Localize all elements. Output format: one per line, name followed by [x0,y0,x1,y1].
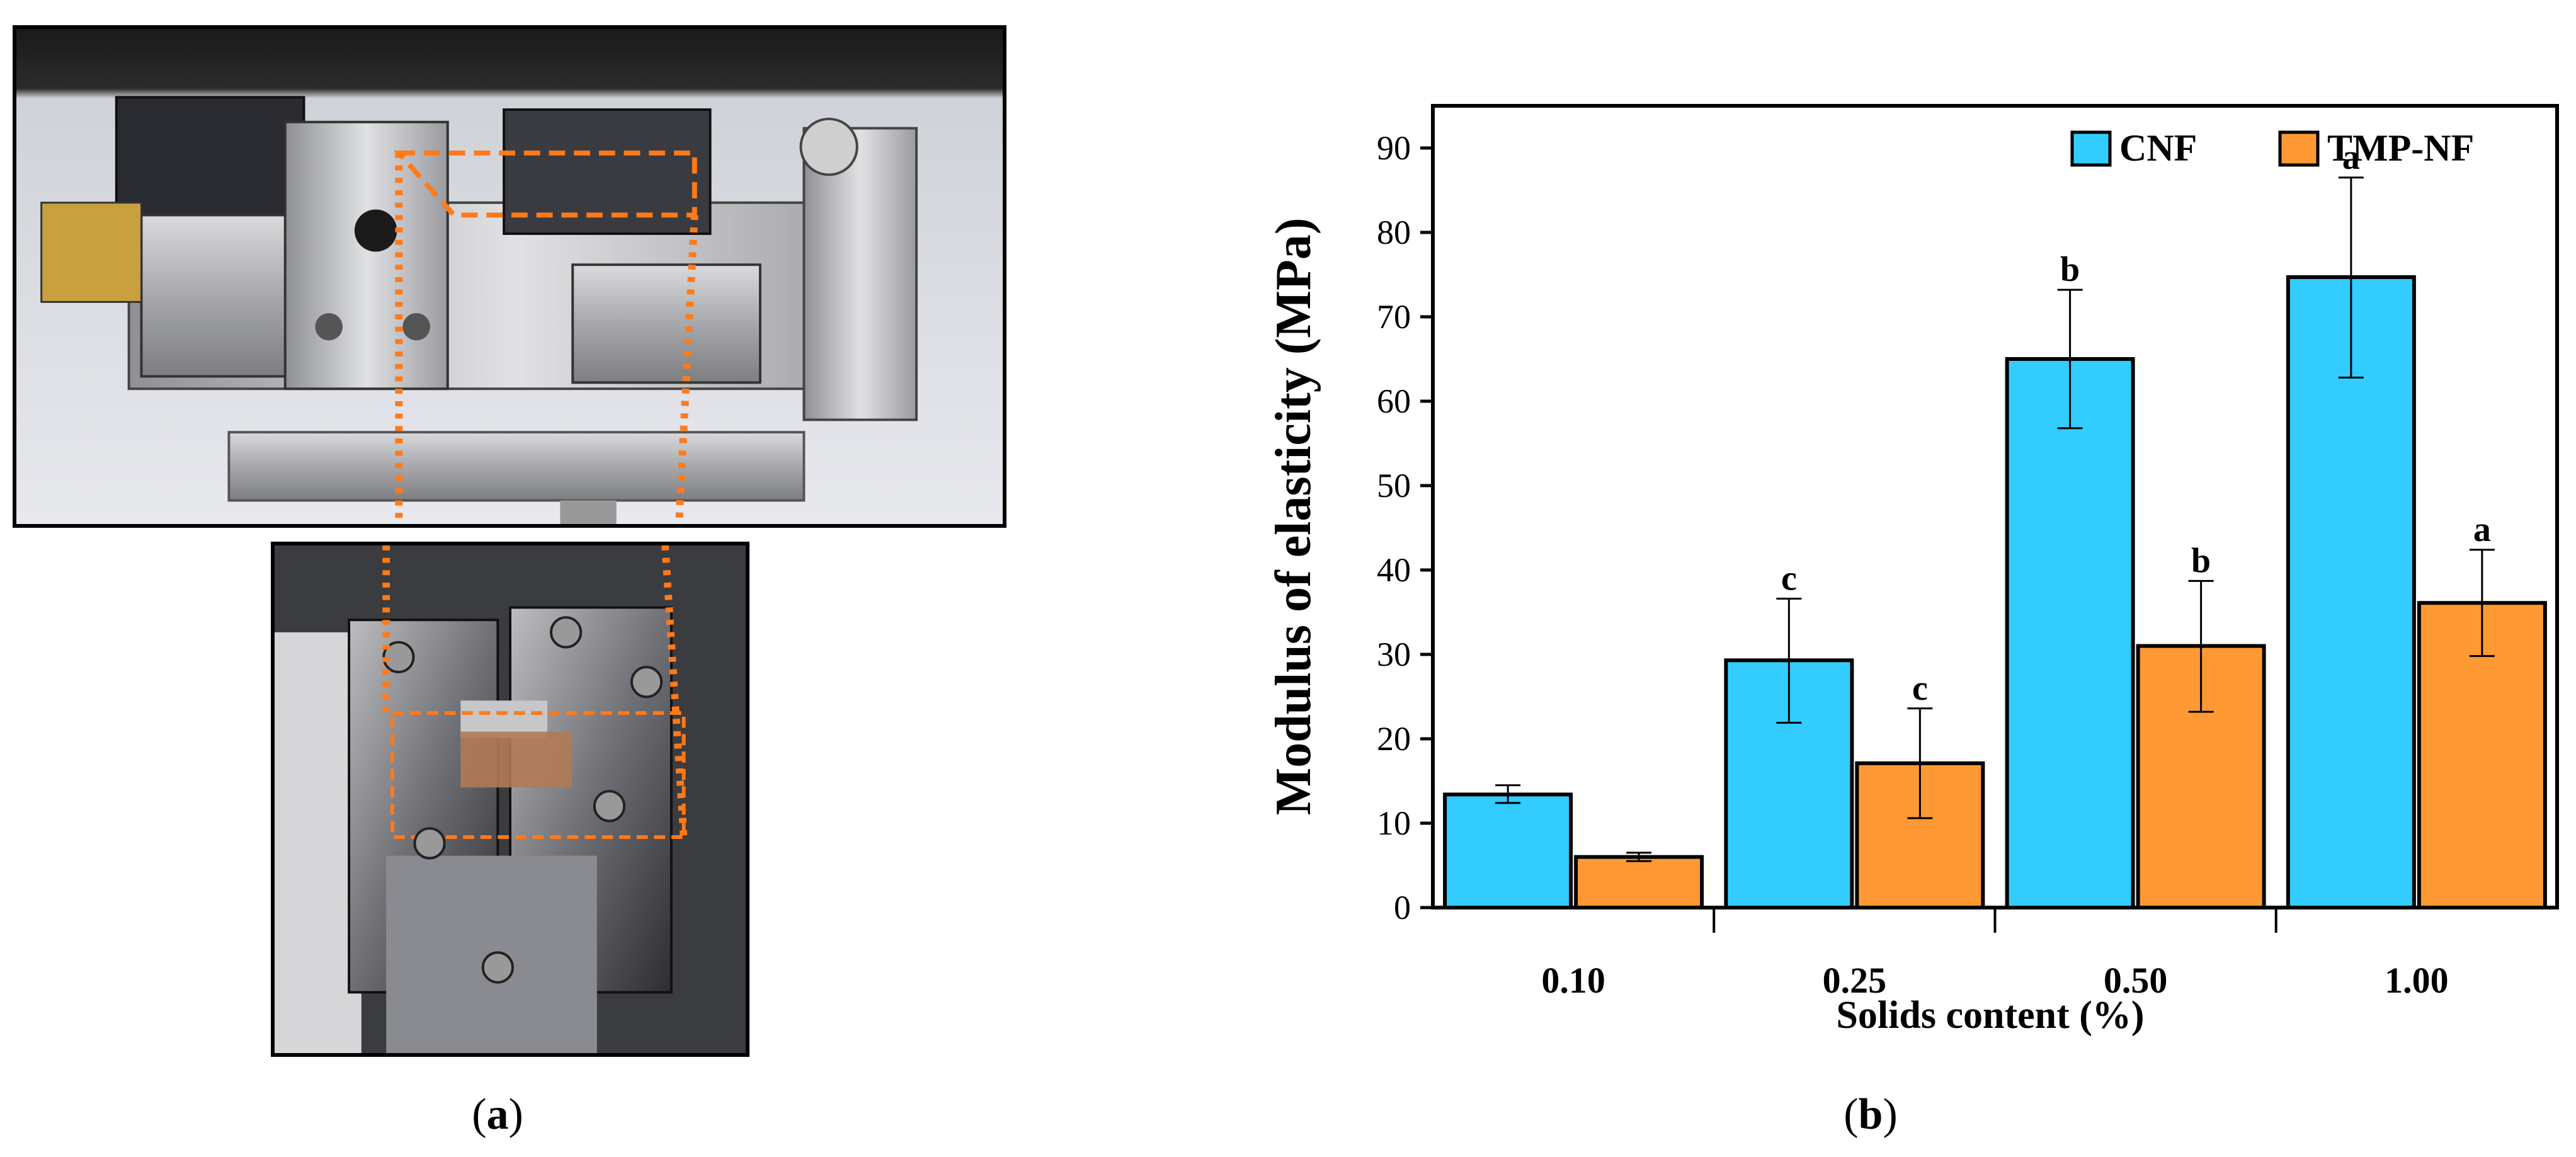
x-category-label: 0.25 [1823,960,1887,1001]
significance-letter: a [2473,510,2491,549]
tensile-stage-illustration [16,29,1003,524]
y-tick-label: 40 [1377,551,1411,589]
caption-a: (a) [472,1090,523,1139]
caption-a-label: a [486,1090,509,1139]
x-category-label: 1.00 [2385,960,2449,1001]
legend-swatch-cnf [2070,130,2112,167]
significance-letter: c [1781,559,1797,598]
bar-tmp-nf-0.10 [1574,855,1704,909]
y-tick-label: 20 [1377,720,1411,758]
y-tick-label: 30 [1377,635,1411,673]
significance-letter: a [2342,138,2360,177]
y-axis-title: Modulus of elasticity (MPa) [1266,218,1321,816]
y-axis-ticks: 0 10 20 30 40 50 60 70 80 90 [1377,129,1433,926]
significance-letter: c [1912,669,1928,708]
legend: CNF TMP-NF [2070,127,2474,169]
y-tick-label: 50 [1377,467,1411,504]
caption-b: (b) [1844,1090,1898,1139]
y-tick-label: 90 [1377,129,1411,167]
x-axis-title: Solids content (%) [1836,994,2144,1037]
bar-cnf-1.00 [2286,275,2416,909]
device-photo-zoom [271,542,749,1057]
bar-cnf-0.50 [2005,357,2135,909]
legend-label: CNF [2119,127,2197,169]
significance-letter: b [2060,250,2080,289]
y-tick-label: 0 [1394,889,1411,926]
y-tick-label: 10 [1377,804,1411,842]
y-tick-label: 80 [1377,214,1411,251]
significance-letter: b [2191,541,2211,580]
bar-cnf-0.10 [1443,792,1573,909]
legend-label: TMP-NF [2327,127,2474,169]
y-tick-label: 60 [1377,382,1411,420]
clamp-closeup-illustration [275,545,746,1053]
bars-group: c c b b a a [1443,138,2547,909]
device-photo-top [13,25,1006,528]
legend-swatch-tmp-nf [2278,130,2320,167]
x-axis-categories: 0.10 0.25 0.50 1.00 [1541,908,2449,1001]
x-category-label: 0.10 [1541,960,1605,1001]
y-tick-label: 70 [1377,298,1411,336]
bar-tmp-nf-0.25 [1855,761,1985,909]
caption-b-label: b [1858,1090,1883,1139]
x-category-label: 0.50 [2104,960,2168,1001]
